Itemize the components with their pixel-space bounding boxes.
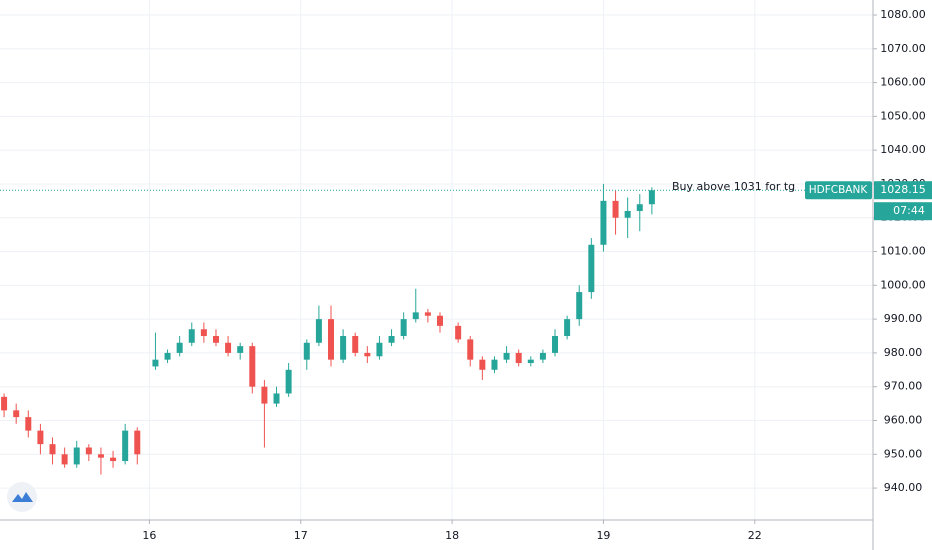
candle-body: [539, 352, 546, 360]
price-label: 1028.15: [880, 183, 926, 196]
price-box: [874, 181, 932, 200]
y-tick-label: 950.00: [884, 447, 923, 460]
x-tick-label: 22: [748, 529, 762, 542]
candle-body: [97, 454, 104, 458]
candle-body: [600, 200, 607, 245]
candle-body: [552, 336, 559, 353]
candle-body: [564, 319, 571, 337]
candle-body: [376, 342, 383, 357]
ticks: 940.00 950.00 960.00 970.00 980.00 990.00 1000…: [142, 8, 925, 542]
candle-body: [261, 386, 268, 404]
candle-body: [412, 312, 419, 320]
y-tick-label: 1000.00: [880, 278, 926, 291]
candle-body: [648, 190, 655, 205]
candle-body: [340, 336, 347, 360]
candle-body: [352, 336, 359, 353]
y-tick-label: 970.00: [884, 380, 923, 393]
candle-body: [436, 315, 443, 326]
candle-body: [37, 430, 44, 445]
x-tick-label: 16: [142, 529, 156, 542]
candle-body: [200, 329, 207, 337]
candle-body: [527, 359, 534, 364]
candle-body: [25, 417, 32, 431]
candle-body: [273, 393, 280, 404]
candle-body: [455, 325, 462, 340]
candle-body: [1, 396, 8, 411]
candle-body: [249, 346, 256, 387]
y-tick-label: 990.00: [884, 312, 923, 325]
candle-body: [225, 342, 232, 353]
countdown-label: 07:44: [893, 204, 925, 217]
candle-body: [364, 352, 371, 357]
y-tick-label: 1040.00: [880, 143, 926, 156]
x-tick-label: 19: [596, 529, 610, 542]
y-tick-label: 980.00: [884, 346, 923, 359]
grid: [0, 0, 873, 520]
candle-body: [467, 339, 474, 360]
candle-body: [61, 454, 68, 465]
candle-body: [576, 292, 583, 320]
candle-body: [188, 329, 195, 343]
candle-body: [122, 430, 129, 462]
candle-body: [588, 244, 595, 293]
candle-body: [152, 359, 159, 367]
symbol-label: HDFCBANK: [809, 184, 869, 196]
overlay: Buy above 1031 for tg HDFCBANK 1028.15 07:4…: [0, 180, 932, 221]
logo: [7, 482, 37, 512]
candle-body: [303, 342, 310, 360]
countdown-box: [874, 202, 932, 221]
candle-body: [134, 430, 141, 455]
y-tick-label: 1060.00: [880, 76, 926, 89]
candle-body: [636, 204, 643, 211]
y-tick-label: 1070.00: [880, 42, 926, 55]
candle-body: [164, 352, 171, 360]
y-tick-label: 1010.00: [880, 245, 926, 258]
candle-body: [328, 319, 335, 360]
candle-body: [491, 359, 498, 370]
candle-body: [315, 319, 322, 343]
candle-body: [388, 336, 395, 343]
candle-body: [110, 457, 117, 462]
candle-body: [624, 210, 631, 218]
candle-body: [424, 312, 431, 316]
candle-body: [400, 319, 407, 337]
x-tick-label: 18: [445, 529, 459, 542]
candle-body: [285, 369, 292, 394]
candles: [1, 183, 655, 475]
y-tick-label: 1080.00: [880, 8, 926, 21]
candle-body: [49, 444, 56, 455]
candle-body: [176, 342, 183, 353]
candle-body: [85, 447, 92, 455]
y-tick-label: 1050.00: [880, 109, 926, 122]
annotation: Buy above 1031 for tg: [672, 180, 795, 193]
candle-body: [237, 346, 244, 353]
candle-body: [73, 447, 80, 465]
candle-body: [612, 200, 619, 218]
y-tick-label: 940.00: [884, 481, 923, 494]
symbol-box: [805, 181, 872, 200]
candle-body: [503, 352, 510, 360]
y-tick-label: 960.00: [884, 413, 923, 426]
candle-body: [479, 359, 486, 370]
candle-body: [13, 410, 20, 418]
candle-body: [515, 352, 522, 364]
candle-body: [212, 336, 219, 343]
x-tick-label: 17: [294, 529, 308, 542]
